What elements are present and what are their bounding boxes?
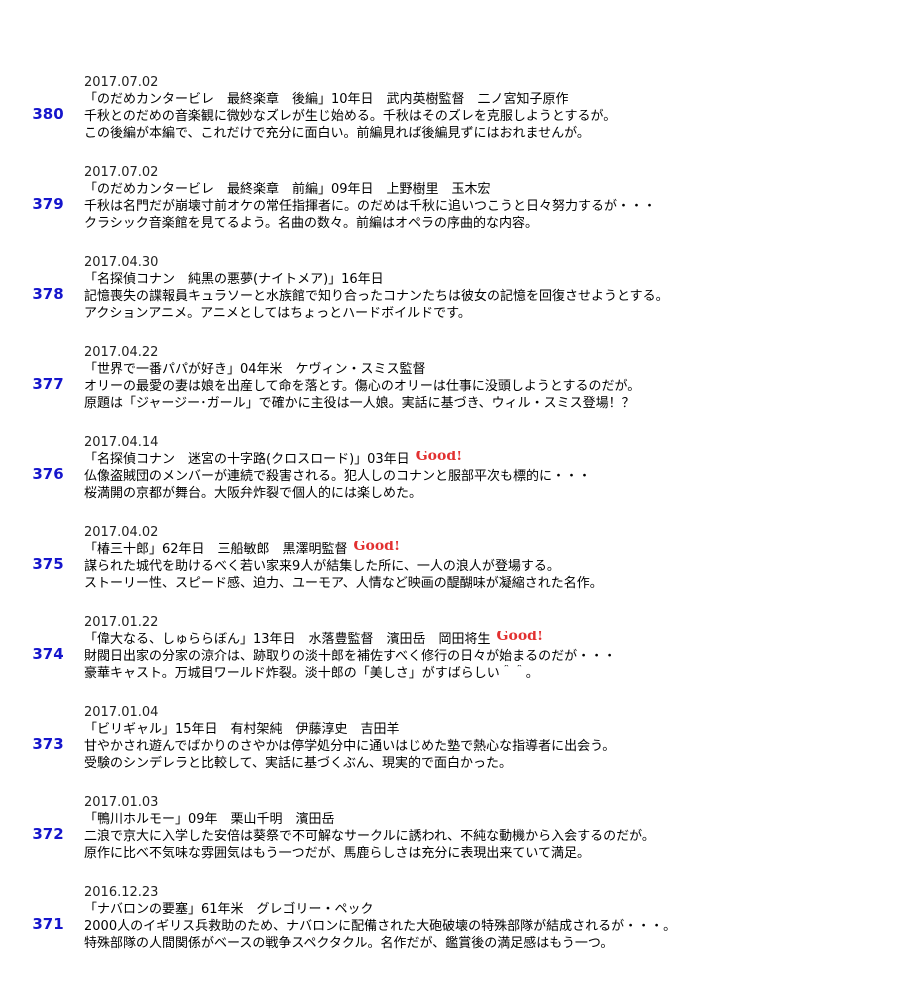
- entry-comment: 受験のシンデレラと比較して、実話に基づくぶん、現実的で面白かった。: [84, 756, 512, 771]
- entry-date: 2017.04.02: [84, 525, 159, 540]
- review-entry: 379 2017.07.02 「のだめカンタービレ 最終楽章 前編」09年日 上…: [0, 160, 900, 250]
- entry-synopsis: 二浪で京大に入学した安倍は葵祭で不可解なサークルに誘われ、不純な動機から入会する…: [84, 829, 655, 844]
- entry-title: 「のだめカンタービレ 最終楽章 後編」10年日 武内英樹監督 二ノ宮知子原作: [84, 92, 569, 107]
- review-entry: 378 2017.04.30 「名探偵コナン 純黒の悪夢(ナイトメア)」16年日…: [0, 250, 900, 340]
- entry-title: 「ナバロンの要塞」61年米 グレゴリー・ペック: [84, 902, 374, 917]
- good-badge: Good!: [496, 631, 544, 644]
- entry-synopsis: オリーの最愛の妻は娘を出産して命を落とす。傷心のオリーは仕事に没頭しようとするの…: [84, 379, 641, 394]
- entry-date: 2017.01.04: [84, 705, 159, 720]
- review-entry: 375 2017.04.02 「椿三十郎」62年日 三船敏郎 黒澤明監督 Good…: [0, 520, 900, 610]
- entry-date: 2017.01.22: [84, 615, 159, 630]
- entry-title-line: 「鴨川ホルモー」09年 栗山千明 濱田岳: [84, 811, 884, 828]
- entry-date: 2017.04.30: [84, 255, 159, 270]
- entry-text-block: 2016.12.23 「ナバロンの要塞」61年米 グレゴリー・ペック 2000人…: [84, 884, 884, 952]
- entry-date: 2016.12.23: [84, 885, 159, 900]
- entry-number: 378: [32, 285, 64, 303]
- entry-comment: 特殊部隊の人間関係がベースの戦争スペクタクル。名作だが、鑑賞後の満足感はもう一つ…: [84, 936, 614, 951]
- entry-comment: ストーリー性、スピード感、迫力、ユーモア、人情など映画の醍醐味が凝縮された名作。: [84, 576, 603, 591]
- entry-title-line: 「世界で一番パパが好き」04年米 ケヴィン・スミス監督: [84, 361, 884, 378]
- entry-text-block: 2017.01.04 「ビリギャル」15年日 有村架純 伊藤淳史 吉田羊 甘やか…: [84, 704, 884, 772]
- entry-date: 2017.01.03: [84, 795, 159, 810]
- entry-number: 380: [32, 105, 64, 123]
- entry-title-line: 「ビリギャル」15年日 有村架純 伊藤淳史 吉田羊: [84, 721, 884, 738]
- entry-title-line: 「名探偵コナン 純黒の悪夢(ナイトメア)」16年日: [84, 271, 884, 288]
- entry-number: 376: [32, 465, 64, 483]
- entry-comment: アクションアニメ。アニメとしてはちょっとハードボイルドです。: [84, 306, 471, 321]
- entry-number: 379: [32, 195, 64, 213]
- review-entry: 374 2017.01.22 「偉大なる、しゅららぼん」13年日 水落豊監督 濱…: [0, 610, 900, 700]
- entry-title-line: 「のだめカンタービレ 最終楽章 前編」09年日 上野樹里 玉木宏: [84, 181, 884, 198]
- entry-text-block: 2017.01.22 「偉大なる、しゅららぼん」13年日 水落豊監督 濱田岳 岡…: [84, 614, 884, 682]
- entry-comment: 原題は「ジャージー･ガール」で確かに主役は一人娘。実話に基づき、ウィル・スミス登…: [84, 396, 635, 411]
- review-entry: 377 2017.04.22 「世界で一番パパが好き」04年米 ケヴィン・スミス…: [0, 340, 900, 430]
- entry-number: 374: [32, 645, 64, 663]
- entry-title: 「椿三十郎」62年日 三船敏郎 黒澤明監督: [84, 542, 348, 557]
- entry-text-block: 2017.01.03 「鴨川ホルモー」09年 栗山千明 濱田岳 二浪で京大に入学…: [84, 794, 884, 862]
- entry-comment: 原作に比べ不気味な雰囲気はもう一つだが、馬鹿らしさは充分に表現出来ていて満足。: [84, 846, 590, 861]
- entry-title-line: 「ナバロンの要塞」61年米 グレゴリー・ペック: [84, 901, 884, 918]
- entry-title: 「偉大なる、しゅららぼん」13年日 水落豊監督 濱田岳 岡田将生: [84, 632, 491, 647]
- entry-title: 「鴨川ホルモー」09年 栗山千明 濱田岳: [84, 812, 335, 827]
- entry-number: 371: [32, 915, 64, 933]
- entry-text-block: 2017.07.02 「のだめカンタービレ 最終楽章 前編」09年日 上野樹里 …: [84, 164, 884, 232]
- good-badge: Good!: [353, 541, 401, 554]
- entry-date: 2017.07.02: [84, 75, 159, 90]
- review-entry: 373 2017.01.04 「ビリギャル」15年日 有村架純 伊藤淳史 吉田羊…: [0, 700, 900, 790]
- entry-synopsis: 千秋は名門だが崩壊寸前オケの常任指揮者に。のだめは千秋に追いつこうと日々努力する…: [84, 199, 657, 214]
- entry-title-line: 「偉大なる、しゅららぼん」13年日 水落豊監督 濱田岳 岡田将生 Good!: [84, 631, 884, 648]
- entry-title: 「のだめカンタービレ 最終楽章 前編」09年日 上野樹里 玉木宏: [84, 182, 491, 197]
- entry-title: 「名探偵コナン 純黒の悪夢(ナイトメア)」16年日: [84, 272, 384, 287]
- entry-synopsis: 謀られた城代を助けるべく若い家来9人が結集した所に、一人の浪人が登場する。: [84, 559, 560, 574]
- entry-title: 「ビリギャル」15年日 有村架純 伊藤淳史 吉田羊: [84, 722, 400, 737]
- entry-number: 377: [32, 375, 64, 393]
- entry-date: 2017.04.14: [84, 435, 159, 450]
- entry-comment: この後編が本編で、これだけで充分に面白い。前編見れば後編見ずにはおれませんが。: [84, 126, 590, 141]
- entry-title: 「名探偵コナン 迷宮の十字路(クロスロード)」03年日: [84, 452, 410, 467]
- entry-title: 「世界で一番パパが好き」04年米 ケヴィン・スミス監督: [84, 362, 426, 377]
- entry-comment: クラシック音楽館を見てるよう。名曲の数々。前編はオペラの序曲的な内容。: [84, 216, 538, 231]
- entry-synopsis: 2000人のイギリス兵救助のため、ナバロンに配備された大砲破壊の特殊部隊が結成さ…: [84, 919, 677, 934]
- review-entry: 376 2017.04.14 「名探偵コナン 迷宮の十字路(クロスロード)」03…: [0, 430, 900, 520]
- review-entry: 371 2016.12.23 「ナバロンの要塞」61年米 グレゴリー・ペック 2…: [0, 880, 900, 970]
- entry-synopsis: 仏像盗賊団のメンバーが連続で殺害される。犯人しのコナンと服部平次も標的に・・・: [84, 469, 592, 484]
- entry-synopsis: 財閥日出家の分家の涼介は、跡取りの淡十郎を補佐すべく修行の日々が始まるのだが・・…: [84, 649, 617, 664]
- entry-comment: 桜満開の京都が舞台。大阪弁炸裂で個人的には楽しめた。: [84, 486, 423, 501]
- entry-text-block: 2017.04.22 「世界で一番パパが好き」04年米 ケヴィン・スミス監督 オ…: [84, 344, 884, 412]
- entry-title-line: 「名探偵コナン 迷宮の十字路(クロスロード)」03年日 Good!: [84, 451, 884, 468]
- review-entry: 372 2017.01.03 「鴨川ホルモー」09年 栗山千明 濱田岳 二浪で京…: [0, 790, 900, 880]
- entry-number: 372: [32, 825, 64, 843]
- entry-comment: 豪華キャスト。万城目ワールド炸裂。淡十郎の「美しさ」がすばらしい＾＾。: [84, 666, 539, 681]
- entry-number: 373: [32, 735, 64, 753]
- entry-title-line: 「椿三十郎」62年日 三船敏郎 黒澤明監督 Good!: [84, 541, 884, 558]
- entry-text-block: 2017.07.02 「のだめカンタービレ 最終楽章 後編」10年日 武内英樹監…: [84, 74, 884, 142]
- good-badge: Good!: [415, 451, 463, 464]
- entry-text-block: 2017.04.30 「名探偵コナン 純黒の悪夢(ナイトメア)」16年日 記憶喪…: [84, 254, 884, 322]
- entry-synopsis: 記憶喪失の諜報員キュラソーと水族館で知り合ったコナンたちは彼女の記憶を回復させよ…: [84, 289, 669, 304]
- entry-text-block: 2017.04.02 「椿三十郎」62年日 三船敏郎 黒澤明監督 Good! 謀ら…: [84, 524, 884, 592]
- entry-number: 375: [32, 555, 64, 573]
- entry-synopsis: 甘やかされ遊んでばかりのさやかは停学処分中に通いはじめた塾で熱心な指導者に出会う…: [84, 739, 616, 754]
- entry-text-block: 2017.04.14 「名探偵コナン 迷宮の十字路(クロスロード)」03年日 Go…: [84, 434, 884, 502]
- entry-title-line: 「のだめカンタービレ 最終楽章 後編」10年日 武内英樹監督 二ノ宮知子原作: [84, 91, 884, 108]
- entry-date: 2017.07.02: [84, 165, 159, 180]
- review-entry: 380 2017.07.02 「のだめカンタービレ 最終楽章 後編」10年日 武…: [0, 70, 900, 160]
- entry-date: 2017.04.22: [84, 345, 159, 360]
- movie-review-list: 380 2017.07.02 「のだめカンタービレ 最終楽章 後編」10年日 武…: [0, 70, 900, 970]
- entry-synopsis: 千秋とのだめの音楽観に微妙なズレが生じ始める。千秋はそのズレを克服しようとするが…: [84, 109, 617, 124]
